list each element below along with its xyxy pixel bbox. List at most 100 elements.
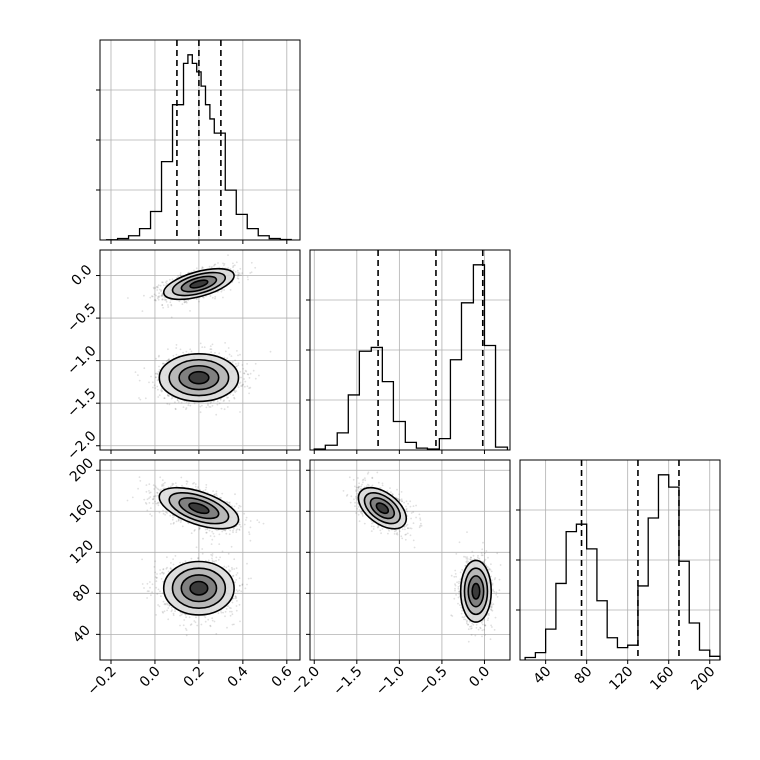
scatter-point [185, 350, 188, 353]
scatter-point [210, 348, 213, 351]
scatter-point [249, 539, 252, 542]
scatter-point [203, 346, 206, 349]
scatter-point [183, 619, 186, 621]
scatter-point [154, 387, 157, 389]
scatter-point [155, 614, 158, 616]
scatter-point [172, 558, 175, 561]
scatter-point [183, 301, 186, 304]
scatter-point [234, 274, 237, 276]
scatter-point [205, 484, 208, 486]
scatter-point [234, 271, 237, 273]
scatter-point [190, 532, 193, 535]
scatter-point [154, 298, 157, 301]
scatter-point [223, 408, 226, 411]
scatter-point [163, 610, 166, 613]
scatter-point [213, 620, 216, 623]
scatter-point [204, 528, 207, 531]
scatter-point [134, 371, 137, 373]
scatter-point [209, 348, 212, 350]
scatter-point [245, 516, 248, 519]
scatter-point [202, 490, 205, 492]
scatter-point [221, 550, 224, 553]
scatter-point [170, 523, 172, 525]
scatter-point [208, 406, 211, 408]
scatter-point [210, 351, 213, 354]
scatter-point [181, 303, 184, 305]
scatter-point [162, 306, 165, 309]
scatter-point [167, 304, 169, 306]
scatter-point [153, 287, 156, 290]
scatter-point [183, 301, 186, 304]
scatter-point [158, 354, 160, 357]
scatter-point [173, 521, 175, 524]
scatter-point [170, 397, 173, 400]
scatter-point [164, 513, 167, 516]
scatter-point [200, 623, 203, 626]
scatter-point [233, 396, 236, 399]
scatter-point [177, 519, 180, 521]
scatter-point [236, 350, 238, 352]
scatter-point [185, 407, 188, 409]
scatter-point [162, 295, 164, 297]
scatter-point [224, 342, 227, 344]
scatter-point [154, 485, 157, 488]
scatter-point [199, 411, 202, 414]
scatter-point [171, 518, 174, 521]
scatter-point [258, 521, 261, 524]
scatter-point [217, 262, 219, 264]
scatter-point [171, 484, 174, 487]
scatter-point [211, 530, 214, 533]
scatter-point [158, 501, 160, 504]
scatter-point [210, 543, 213, 545]
scatter-point [177, 274, 180, 277]
scatter-point [152, 498, 155, 501]
scatter-point [212, 490, 215, 492]
scatter-point [179, 274, 182, 277]
scatter-point [233, 526, 236, 529]
scatter-point [222, 296, 224, 299]
density-fill [188, 503, 209, 514]
histogram-panel-1 [306, 249, 511, 454]
scatter-point [155, 286, 158, 288]
scatter-point [213, 493, 216, 496]
scatter-point [181, 484, 183, 487]
x-tick-label: 160 [647, 664, 677, 694]
scatter-point [158, 511, 161, 514]
scatter-point [227, 254, 229, 256]
scatter-point [156, 502, 159, 505]
scatter-point [148, 492, 151, 494]
scatter-point [227, 347, 230, 349]
scatter-point [232, 529, 234, 532]
scatter-point [201, 267, 203, 270]
scatter-point [218, 352, 221, 355]
scatter-point [227, 605, 230, 607]
scatter-point [193, 402, 196, 405]
scatter-point [162, 611, 165, 614]
scatter-point [213, 263, 216, 266]
scatter-point [184, 301, 187, 303]
scatter-point [172, 354, 175, 357]
histogram-grid [520, 460, 720, 660]
scatter-point [163, 397, 166, 399]
scatter-point [149, 296, 152, 299]
scatter-point [185, 480, 188, 482]
scatter-point [168, 395, 170, 397]
scatter-point [212, 561, 214, 563]
contour-line [158, 353, 240, 403]
scatter-point [150, 515, 153, 517]
scatter-point [233, 264, 236, 267]
scatter-point [185, 300, 188, 303]
scatter-point [213, 493, 216, 496]
scatter-point [178, 300, 181, 303]
scatter-point [151, 295, 154, 298]
scatter-point [231, 361, 234, 363]
scatter-point [182, 351, 185, 354]
scatter-point [211, 343, 214, 346]
scatter-point [226, 397, 229, 399]
scatter-point [199, 405, 202, 408]
scatter-point [143, 498, 146, 501]
scatter-point [159, 476, 162, 479]
scatter-point [187, 299, 190, 302]
scatter-point [238, 272, 241, 275]
scatter-point [206, 491, 209, 494]
